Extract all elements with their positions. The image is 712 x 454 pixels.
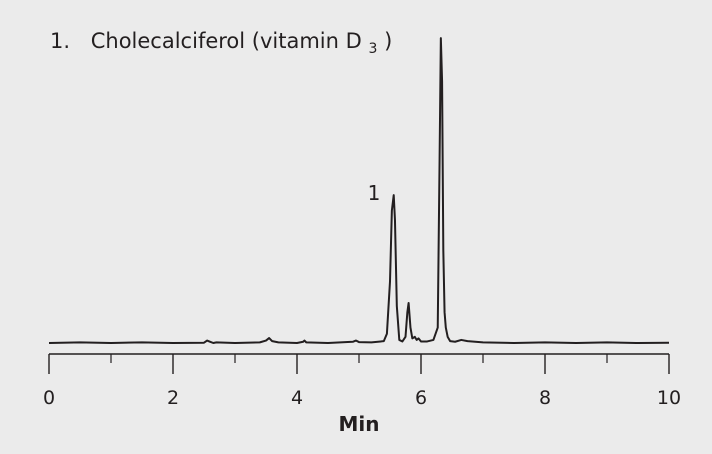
peak-label: 1	[368, 181, 381, 205]
x-tick-label: 8	[539, 387, 551, 409]
legend-entry: 1. Cholecalciferol (vitamin D 3 )	[50, 29, 392, 58]
x-tick-label: 2	[167, 387, 179, 409]
plot-area: 0 2 4 6 8 10 1	[43, 37, 681, 409]
x-axis-title: Min	[339, 412, 380, 436]
x-tick-label: 4	[291, 387, 303, 409]
legend-name: Cholecalciferol (vitamin D	[91, 29, 362, 53]
chromatogram-trace	[48, 37, 670, 344]
x-tick-label: 10	[657, 387, 681, 409]
legend-suffix: )	[384, 29, 392, 53]
legend-number: 1.	[50, 29, 70, 53]
x-tick-label: 6	[415, 387, 427, 409]
legend-subscript: 3	[368, 41, 377, 57]
x-tick-label: 0	[43, 387, 55, 409]
